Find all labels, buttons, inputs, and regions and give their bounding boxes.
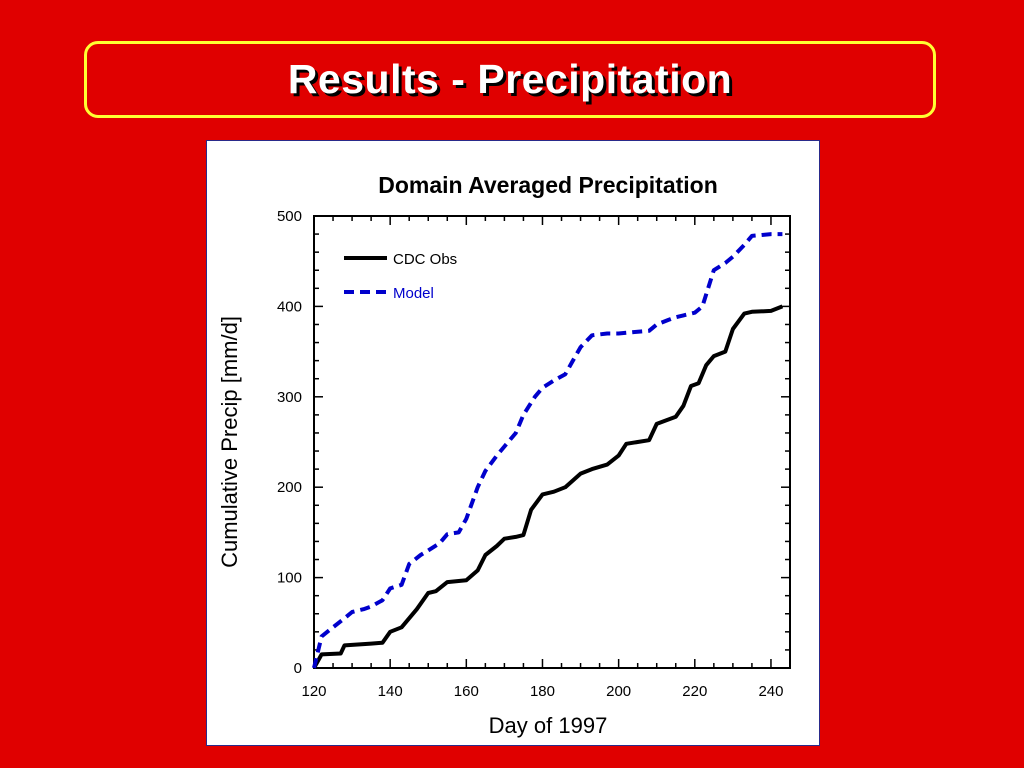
x-tick-label: 180 <box>530 683 555 700</box>
slide-title-box: Results - Precipitation <box>84 41 936 118</box>
y-tick-label: 0 <box>294 660 302 677</box>
x-tick-label: 240 <box>758 683 783 700</box>
precipitation-chart: Domain Averaged Precipitation 120 140 160 1… <box>217 172 791 738</box>
y-tick-label: 400 <box>277 298 302 315</box>
chart-title: Domain Averaged Precipitation <box>378 172 718 198</box>
x-tick-label: 160 <box>454 683 479 700</box>
y-tick-label: 300 <box>277 389 302 406</box>
slide-title: Results - Precipitation <box>287 56 733 102</box>
y-tick-label: 200 <box>277 479 302 496</box>
chart-panel: Domain Averaged Precipitation 120 140 160 1… <box>206 140 820 746</box>
x-tick-label: 140 <box>378 683 403 700</box>
series-line-model <box>312 232 783 669</box>
y-tick-label: 500 <box>277 208 302 225</box>
legend-label: CDC Obs <box>393 251 457 268</box>
legend-label: Model <box>393 285 434 302</box>
x-axis-label: Day of 1997 <box>489 713 608 738</box>
y-tick-label: 100 <box>277 570 302 587</box>
series-lines <box>312 232 784 669</box>
x-tick-label: 120 <box>301 683 326 700</box>
plot-frame <box>313 215 791 669</box>
legend: CDC Obs Model <box>344 251 457 302</box>
axis-ticks: 120 140 160 180 200 220 240 0 100 200 300 400 500 <box>277 208 791 700</box>
y-axis-label: Cumulative Precip [mm/d] <box>217 316 242 568</box>
x-tick-label: 220 <box>682 683 707 700</box>
series-line-obs <box>312 304 784 669</box>
x-tick-label: 200 <box>606 683 631 700</box>
